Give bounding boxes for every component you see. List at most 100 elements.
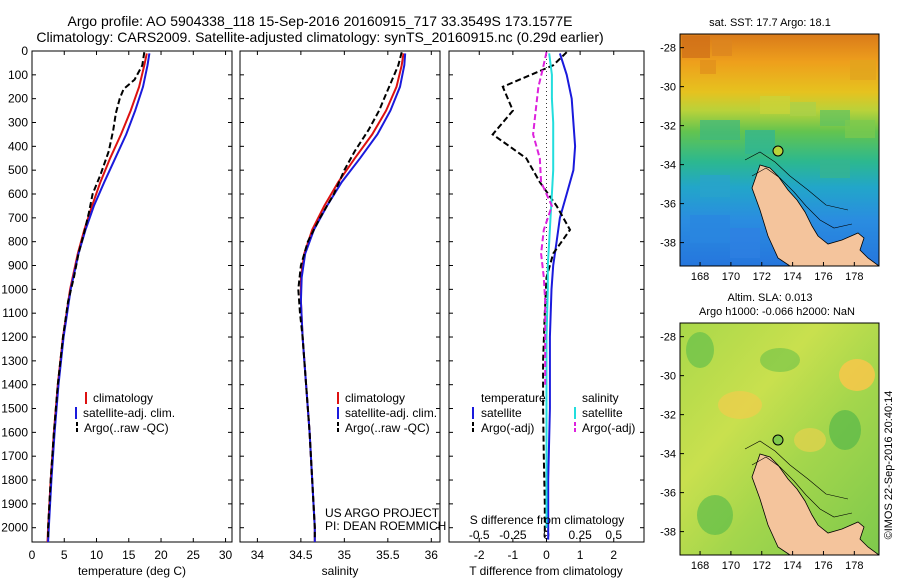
- x-tick-label: 36: [425, 548, 439, 562]
- lat-tick-label: -28: [660, 43, 676, 55]
- s-difference-label: S difference from climatology: [470, 513, 625, 527]
- x-tick-label: 25: [187, 548, 201, 562]
- legend-label-t-satellite: satellite: [481, 406, 522, 420]
- sst-patch: [700, 60, 716, 74]
- legend-label-s-argo: Argo(-adj): [582, 421, 635, 435]
- depth-tick-label: 1400: [1, 378, 28, 392]
- x-tick-label: 5: [61, 548, 68, 562]
- sst-patch: [700, 120, 740, 140]
- lon-tick-label: 178: [845, 560, 863, 572]
- difference-panel: -2 -1 0 1 2 -0.5 -0.25 0 0.25 0.5 T difference fr…: [448, 50, 645, 578]
- x-tick-label: -1: [508, 548, 519, 562]
- salinity-axes-box: [239, 50, 441, 543]
- depth-tick-label: 900: [8, 259, 28, 273]
- depth-tick-label: 600: [8, 187, 28, 201]
- series-line-satellite: [545, 53, 555, 528]
- legend-title-salinity: salinity: [582, 391, 619, 405]
- sla-map-title: Altim. SLA: 0.013: [728, 292, 813, 304]
- x2-tick-label: 0: [543, 528, 550, 542]
- legend-label-t-argo: Argo(-adj): [481, 421, 534, 435]
- temperature-panel: 0100200300400500600700800900100011001200…: [1, 44, 232, 578]
- argo-float-marker: [772, 145, 784, 157]
- x2-tick-label: 0.5: [605, 528, 622, 542]
- lat-tick-label: -32: [660, 410, 676, 422]
- imos-credit: ©IMOS 22-Sep-2016 20:40:14: [883, 391, 895, 540]
- sla-low-southwest: [697, 495, 733, 535]
- temperature-legend: climatology satellite-adj. clim. Argo(..…: [75, 391, 175, 435]
- lon-tick-label: 168: [691, 560, 709, 572]
- sst-patch: [760, 96, 790, 114]
- series-line-argo-raw-qc-: [47, 52, 146, 538]
- lat-tick-label: -34: [660, 449, 676, 461]
- series-line-argo-adj-: [491, 51, 572, 538]
- x-tick-label: -2: [474, 548, 485, 562]
- depth-tick-label: 400: [8, 139, 28, 153]
- sst-patch: [712, 40, 732, 56]
- difference-legend: temperature salinity satellite Argo(-adj…: [472, 391, 635, 435]
- sla-high-west: [718, 391, 762, 419]
- x-tick-label: 34: [251, 548, 265, 562]
- sst-patch: [690, 215, 730, 243]
- depth-tick-label: 1800: [1, 473, 28, 487]
- salinity-legend: climatology satellite-adj. clim. Argo(..…: [337, 391, 437, 435]
- depth-tick-label: 700: [8, 211, 28, 225]
- sst-map: sat. SST: 17.7 Argo: 18.1 168 170 172 174 17…: [660, 17, 880, 283]
- sla-map-frame: [679, 322, 880, 556]
- difference-depth-ticks: [449, 50, 644, 529]
- x-tick-label: 1: [577, 548, 584, 562]
- bathymetry-contour-outer: [744, 440, 849, 500]
- sst-patch: [730, 228, 760, 258]
- lat-tick-label: -34: [660, 160, 676, 172]
- lat-tick-label: -30: [660, 371, 676, 383]
- depth-tick-label: 300: [8, 116, 28, 130]
- land-north-island: [751, 164, 879, 266]
- depth-tick-label: 200: [8, 92, 28, 106]
- salinity-panel: 34 34.5 35 35.5 36 salinity climatology sate…: [239, 50, 446, 578]
- sst-map-frame: [679, 33, 880, 267]
- salinity-x-axis: 34 34.5 35 35.5 36: [251, 51, 439, 562]
- sst-patch: [745, 130, 775, 154]
- lon-tick-label: 172: [753, 560, 771, 572]
- land-north-island: [751, 453, 879, 555]
- sst-map-axes: 168 170 172 174 176 178 -28 -30 -32 -34 -36 -38: [660, 43, 863, 283]
- lat-tick-label: -36: [660, 488, 676, 500]
- sst-patch: [682, 36, 710, 58]
- legend-title-temperature: temperature: [481, 391, 546, 405]
- x-tick-label: 15: [122, 548, 136, 562]
- bathymetry-contour: [751, 167, 853, 229]
- depth-tick-label: 1100: [2, 306, 28, 320]
- sla-high-center: [794, 428, 826, 452]
- legend-label-s-satellite: satellite: [582, 406, 623, 420]
- sla-map-axes: 168 170 172 174 176 178 -28 -30 -32 -34 -36 -38: [660, 332, 863, 572]
- legend-label-climatology: climatology: [93, 391, 153, 405]
- lat-tick-label: -36: [660, 199, 676, 211]
- lat-tick-label: -30: [660, 82, 676, 94]
- x-tick-label: 0: [543, 548, 550, 562]
- depth-tick-label: 100: [8, 68, 28, 82]
- lon-tick-label: 178: [845, 271, 863, 283]
- sst-patches: [682, 36, 876, 258]
- argo-float-marker: [772, 434, 784, 446]
- x-tick-label: 0: [29, 548, 36, 562]
- x2-tick-label: 0.25: [568, 528, 592, 542]
- lon-tick-label: 176: [814, 271, 832, 283]
- temperature-series: [46, 52, 151, 542]
- sst-patch: [700, 175, 730, 197]
- sst-patch: [820, 110, 850, 126]
- x-tick-label: 2: [610, 548, 617, 562]
- x-tick-label: 10: [90, 548, 104, 562]
- lon-tick-label: 172: [753, 271, 771, 283]
- depth-tick-label: 0: [21, 44, 28, 58]
- depth-tick-label: 800: [8, 235, 28, 249]
- legend-label-climatology: climatology: [345, 391, 405, 405]
- depth-tick-label: 1300: [1, 354, 28, 368]
- lat-tick-label: -38: [660, 527, 676, 539]
- lon-tick-label: 174: [783, 271, 801, 283]
- depth-tick-label: 2000: [1, 521, 28, 535]
- bathymetry-contour: [751, 456, 853, 518]
- sst-patch: [790, 102, 816, 116]
- x-tick-label: 34.5: [289, 548, 313, 562]
- x-tick-label: 35: [338, 548, 352, 562]
- legend-label-satellite: satellite-adj. clim.: [83, 406, 175, 420]
